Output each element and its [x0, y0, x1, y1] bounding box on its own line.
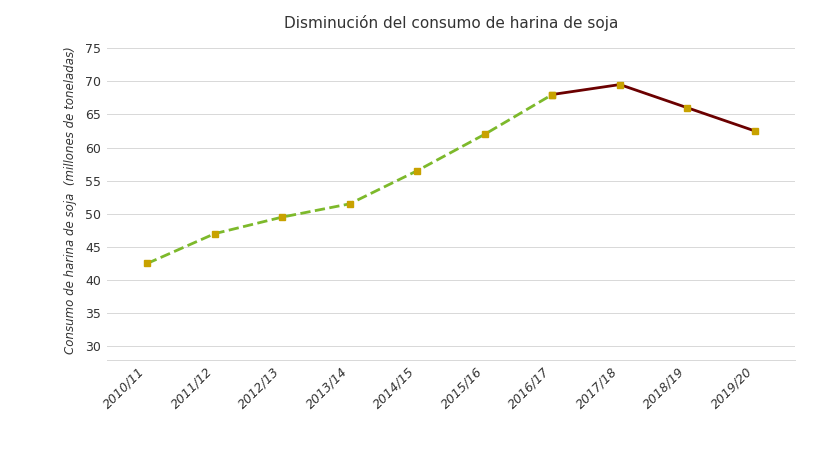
Title: Disminución del consumo de harina de soja: Disminución del consumo de harina de soj…	[283, 15, 618, 30]
Y-axis label: Consumo de harina de soja  (millones de toneladas): Consumo de harina de soja (millones de t…	[64, 47, 77, 355]
